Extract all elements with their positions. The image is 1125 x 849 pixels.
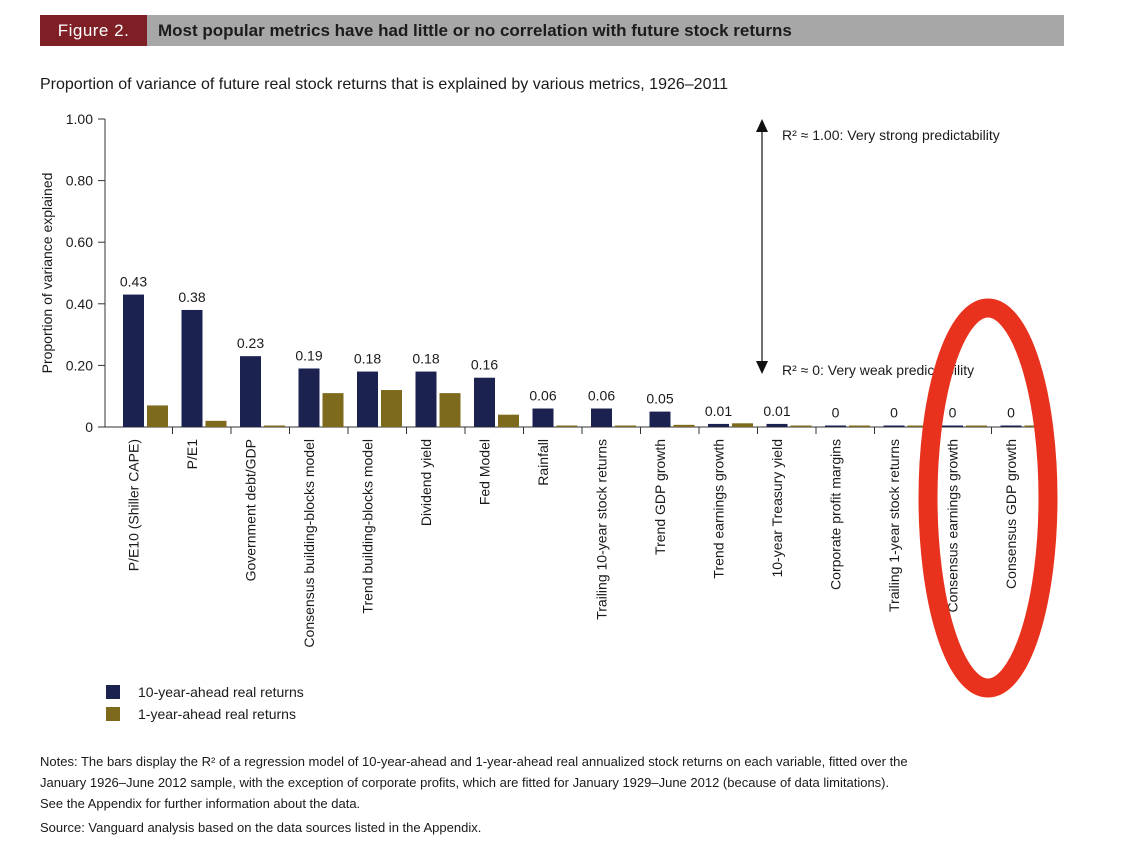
bar-10yr bbox=[591, 408, 612, 427]
y-tick-label: 0.80 bbox=[66, 173, 93, 189]
data-label: 0.43 bbox=[120, 274, 147, 290]
y-tick-label: 0.60 bbox=[66, 234, 93, 250]
bar-1yr bbox=[147, 405, 168, 427]
data-label: 0.01 bbox=[705, 403, 732, 419]
y-axis-label: Proportion of variance explained bbox=[39, 173, 55, 374]
category-label: Trend earnings growth bbox=[711, 439, 727, 579]
category-label: Consensus earnings growth bbox=[945, 439, 961, 613]
bar-10yr bbox=[532, 408, 554, 427]
figure-title: Most popular metrics have had little or … bbox=[158, 21, 792, 40]
bar-1yr bbox=[439, 393, 461, 427]
category-label: Fed Model bbox=[477, 439, 493, 505]
data-label: 0.05 bbox=[646, 391, 673, 407]
bar-1yr bbox=[381, 390, 402, 427]
bar-1yr bbox=[498, 414, 519, 427]
category-label: Rainfall bbox=[535, 439, 551, 486]
data-label: 0.18 bbox=[412, 351, 439, 367]
figure-label: Figure 2. bbox=[40, 15, 147, 46]
bar-1yr bbox=[673, 424, 695, 427]
data-label: 0.23 bbox=[237, 335, 264, 351]
bar-10yr bbox=[474, 377, 495, 427]
chart-notes: Notes: The bars display the R² of a regr… bbox=[40, 751, 1040, 814]
category-label: Government debt/GDP bbox=[243, 439, 259, 581]
notes-line-1: Notes: The bars display the R² of a regr… bbox=[40, 754, 908, 769]
category-label: Consensus GDP growth bbox=[1003, 439, 1019, 589]
bar-1yr bbox=[556, 425, 578, 427]
data-label: 0.06 bbox=[588, 388, 615, 404]
bar-1yr bbox=[849, 425, 870, 427]
category-label: Trailing 10-year stock returns bbox=[594, 439, 610, 620]
data-label: 0.18 bbox=[354, 351, 381, 367]
category-label: Trailing 1-year stock returns bbox=[886, 439, 902, 612]
data-label: 0.38 bbox=[178, 289, 205, 305]
figure-header: Figure 2. Most popular metrics have had … bbox=[40, 15, 1064, 46]
bar-10yr bbox=[1000, 425, 1022, 427]
bar-1yr bbox=[790, 425, 812, 427]
data-label: 0 bbox=[949, 405, 957, 421]
notes-line-2: January 1926–June 2012 sample, with the … bbox=[40, 775, 890, 790]
chart-source: Source: Vanguard analysis based on the d… bbox=[40, 820, 482, 835]
data-label: 0.19 bbox=[295, 347, 322, 363]
bar-1yr bbox=[322, 393, 344, 427]
category-label: P/E1 bbox=[184, 439, 200, 470]
category-label: P/E10 (Shiller CAPE) bbox=[126, 439, 142, 571]
bar-10yr bbox=[181, 309, 203, 427]
y-tick-label: 1.00 bbox=[66, 111, 93, 127]
legend-swatch-10yr bbox=[106, 685, 120, 699]
data-label: 0.16 bbox=[471, 357, 498, 373]
data-label: 0.06 bbox=[529, 388, 556, 404]
bar-10yr bbox=[240, 356, 261, 427]
predictability-arrow-head-top bbox=[756, 119, 768, 132]
bar-1yr bbox=[615, 425, 636, 427]
category-label: Trend building-blocks model bbox=[360, 439, 376, 614]
category-label: Trend GDP growth bbox=[652, 439, 668, 555]
legend-label-10yr: 10-year-ahead real returns bbox=[138, 684, 304, 700]
bar-1yr bbox=[966, 425, 987, 427]
bar-chart: 1.00 0.80 0.60 0.40 0.20 0 Proportion of varia… bbox=[39, 111, 1058, 698]
legend-swatch-1yr bbox=[106, 707, 120, 721]
y-tick-label: 0 bbox=[85, 419, 93, 435]
highlight-ellipse bbox=[918, 298, 1058, 698]
bar-10yr bbox=[942, 425, 963, 427]
bar-1yr bbox=[907, 425, 929, 427]
data-label: 0 bbox=[890, 405, 898, 421]
data-label: 0 bbox=[1007, 405, 1015, 421]
data-label: 0.01 bbox=[763, 403, 790, 419]
category-label: 10-year Treasury yield bbox=[769, 439, 785, 578]
bar-10yr bbox=[825, 425, 846, 427]
bar-1yr bbox=[732, 423, 753, 427]
bar-1yr bbox=[264, 425, 285, 427]
annotation-strong: R² ≈ 1.00: Very strong predictability bbox=[782, 127, 1000, 143]
data-label: 0 bbox=[832, 405, 840, 421]
notes-line-3: See the Appendix for further information… bbox=[40, 796, 361, 811]
category-label: Dividend yield bbox=[418, 439, 434, 526]
predictability-arrow-head-bottom bbox=[756, 361, 768, 374]
y-tick-label: 0.20 bbox=[66, 357, 93, 373]
category-label: Consensus building-blocks model bbox=[301, 439, 317, 648]
bar-10yr bbox=[649, 411, 671, 427]
y-tick-label: 0.40 bbox=[66, 296, 93, 312]
chart-subtitle: Proportion of variance of future real st… bbox=[40, 76, 729, 93]
bar-10yr bbox=[883, 425, 905, 427]
bar-10yr bbox=[123, 294, 144, 427]
bar-10yr bbox=[298, 368, 320, 427]
bar-10yr bbox=[766, 423, 788, 427]
bar-1yr bbox=[205, 420, 227, 427]
bar-10yr bbox=[357, 371, 378, 427]
annotation-weak: R² ≈ 0: Very weak predictability bbox=[782, 362, 974, 378]
legend-label-1yr: 1-year-ahead real returns bbox=[138, 706, 296, 722]
bar-10yr bbox=[415, 371, 437, 427]
category-label: Corporate profit margins bbox=[828, 439, 844, 590]
bar-10yr bbox=[708, 423, 729, 427]
